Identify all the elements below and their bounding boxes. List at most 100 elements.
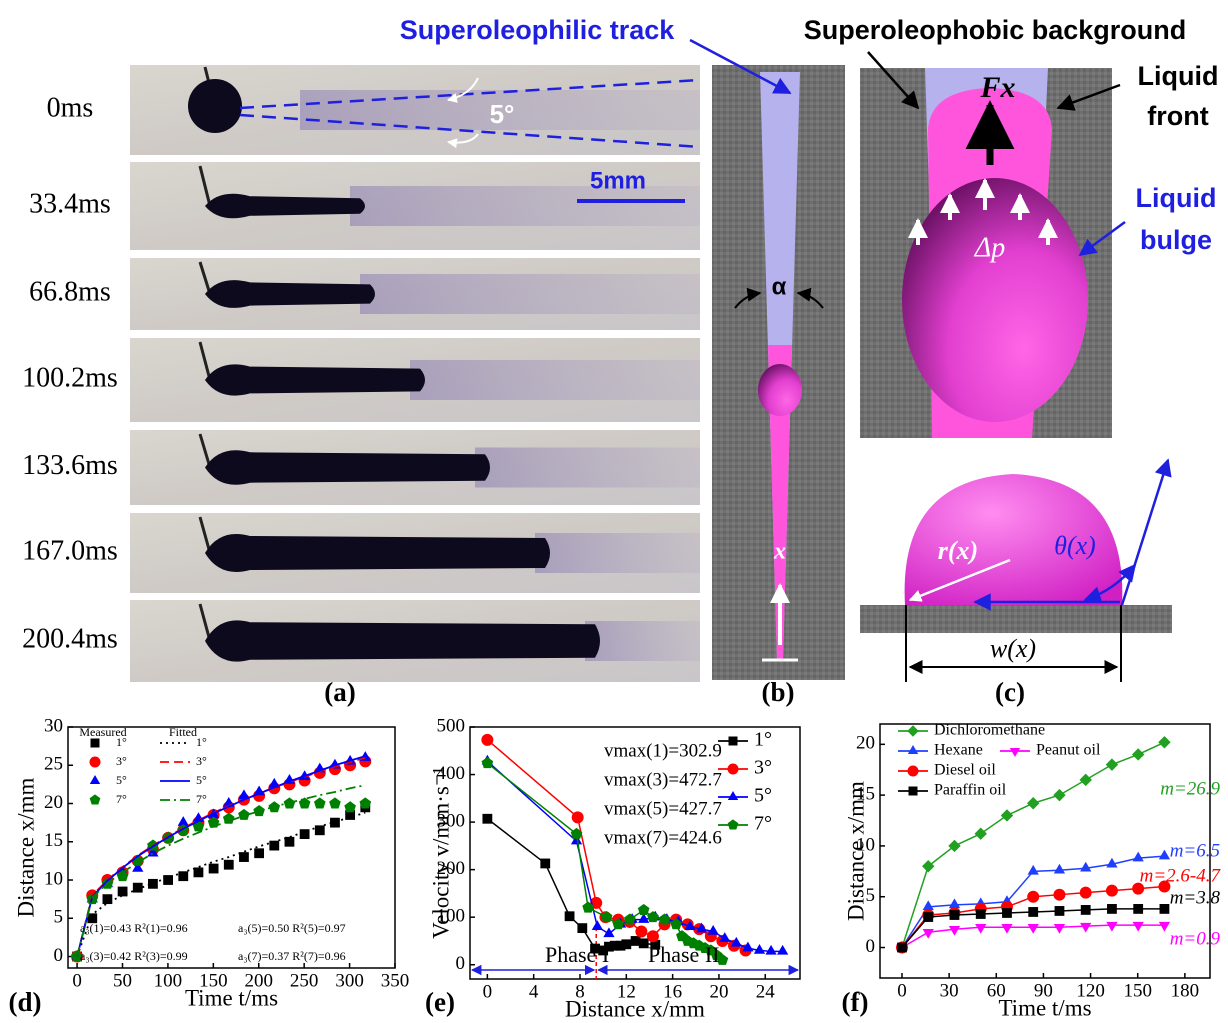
data-point [1133,922,1143,930]
tangent-arrow [1122,460,1168,605]
x-tick-label: 150 [1123,980,1152,1001]
legend-label: Hexane [934,742,983,759]
data-point [898,943,907,952]
y-tick-label: 0 [456,953,466,974]
legend-label: 1° [196,735,207,749]
droplet [188,79,242,133]
annotation: m=2.6-4.7 [1140,865,1222,886]
annotation: a₃(7)=0.37 R²(7)=0.96 [238,949,346,963]
data-point [1106,885,1117,896]
data-point [1002,924,1012,932]
data-point [622,940,631,949]
data-point [179,817,189,825]
legend-swatch [729,792,738,800]
y-tick-label: 15 [44,830,63,851]
y-tick-label: 20 [856,733,875,754]
data-point [315,798,325,808]
legend-swatch [1011,749,1020,757]
y-tick-label: 20 [44,792,63,813]
plot-frame [880,724,1210,978]
chart: 030609012015018005101520Time t/msDistanc… [843,722,1221,1021]
oil-haze [410,360,700,400]
data-point [1028,924,1038,932]
data-point [1106,759,1117,770]
bulge [758,364,802,416]
x-tick-label: 180 [1171,980,1200,1001]
data-point [631,937,640,946]
pressure-label: Δp [974,232,1005,263]
x-tick-label: 300 [335,970,364,991]
time-label: 167.0ms [22,535,118,566]
legend-swatch [909,787,917,795]
data-point [1003,909,1012,918]
front-label: Liquid [1138,61,1219,91]
annotation: m=26.9 [1160,778,1220,799]
annotation: a₃(1)=0.43 R²(1)=0.96 [80,921,188,935]
legend-swatch [908,726,918,736]
data-point [118,887,127,896]
legend-label: 7° [754,813,772,835]
legend-swatch [728,764,738,774]
x-tick-label: 20 [709,981,728,1002]
data-point [285,837,294,846]
data-point [1134,905,1143,914]
data-point [1133,749,1144,760]
data-point [638,905,648,915]
data-point [1055,865,1065,873]
legend-label: Dichloromethane [934,722,1045,739]
data-point [1080,887,1091,898]
legend-swatch [909,746,918,754]
time-label: 200.4ms [22,623,118,654]
oil-haze [475,448,700,488]
data-point [482,758,492,768]
data-point [636,926,647,937]
legend-swatch [91,776,100,784]
y-tick-label: 0 [54,945,64,966]
data-point [224,860,233,869]
droplet [205,450,490,485]
front-label: front [1147,101,1208,131]
x-tick-label: 30 [940,980,959,1001]
data-point [330,798,340,808]
data-point [950,899,960,907]
x-axis-label: Distance x/mm [565,996,705,1021]
legend-swatch [90,757,100,767]
data-point [1001,810,1012,821]
bulge [902,178,1088,422]
data-point [976,924,986,932]
legend-label: 1° [754,729,772,751]
data-point [482,734,493,745]
y-tick-label: 0 [866,936,876,957]
y-tick-label: 500 [437,715,466,736]
annotation: m=0.9 [1170,928,1221,949]
x-tick-label: 4 [529,981,539,1002]
data-point [541,859,550,868]
oil-haze [360,274,700,314]
bulge-label: bulge [1140,225,1212,255]
x-tick-label: 350 [381,970,410,991]
data-point [1133,853,1143,861]
data-point [1029,908,1038,917]
x-axis-label: Time t/ms [185,985,278,1010]
legend-swatch [908,766,918,776]
x-tick-label: 100 [154,970,183,991]
annotation: m=6.5 [1170,840,1220,861]
legend-label: 3° [116,754,127,768]
data-point [1055,907,1064,916]
data-point [483,814,492,823]
data-point [1028,891,1039,902]
data-point [778,946,788,954]
data-point [1080,774,1091,785]
data-point [950,911,959,920]
annotation: vmax(7)=424.6 [604,827,722,848]
panel-label: (f) [842,987,869,1017]
radius-label: r(x) [938,536,978,565]
data-point [1081,863,1091,871]
legend-label: 3° [754,757,772,779]
data-point [593,921,603,929]
droplet [205,280,375,308]
annotation: Phase I [545,942,609,967]
data-point [975,828,986,839]
y-tick-label: 25 [44,754,63,775]
